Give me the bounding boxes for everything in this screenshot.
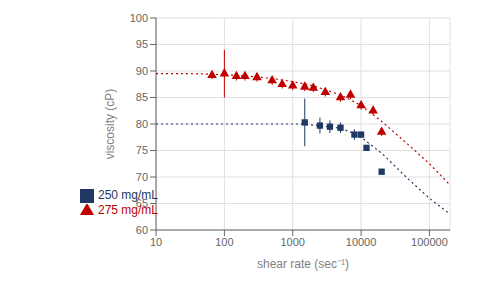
svg-text:10000: 10000 bbox=[346, 236, 377, 248]
svg-text:65: 65 bbox=[136, 197, 148, 209]
svg-text:100: 100 bbox=[130, 12, 148, 24]
svg-text:100: 100 bbox=[215, 236, 233, 248]
svg-text:80: 80 bbox=[136, 118, 148, 130]
svg-text:100000: 100000 bbox=[411, 236, 448, 248]
svg-text:90: 90 bbox=[136, 65, 148, 77]
svg-text:10: 10 bbox=[150, 236, 162, 248]
svg-text:75: 75 bbox=[136, 144, 148, 156]
svg-text:60: 60 bbox=[136, 224, 148, 236]
svg-text:95: 95 bbox=[136, 38, 148, 50]
svg-text:viscosity (cP): viscosity (cP) bbox=[103, 89, 117, 160]
svg-text:70: 70 bbox=[136, 171, 148, 183]
svg-text:85: 85 bbox=[136, 91, 148, 103]
svg-text:1000: 1000 bbox=[280, 236, 304, 248]
svg-text:shear rate (sec⁻¹): shear rate (sec⁻¹) bbox=[257, 257, 349, 271]
